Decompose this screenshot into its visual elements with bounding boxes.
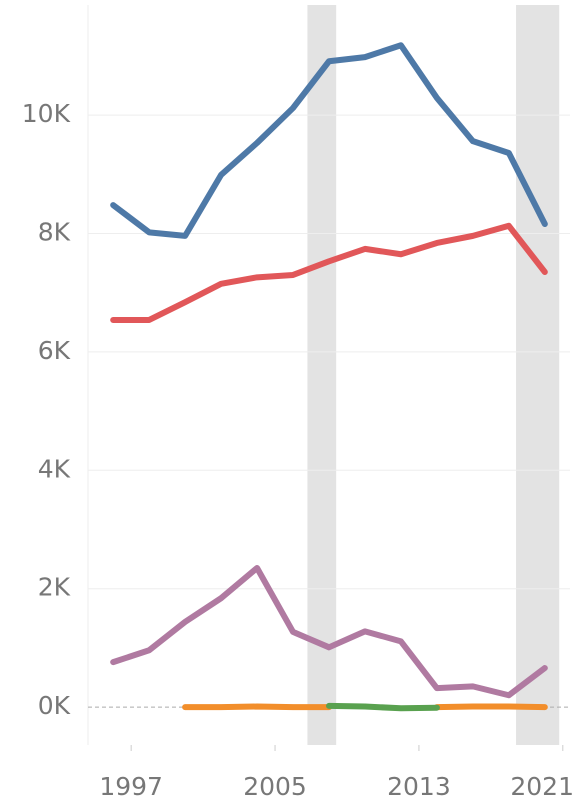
series-line	[326, 702, 440, 712]
y-tick-label: 10K	[22, 99, 71, 128]
x-tick-label: 2013	[387, 772, 451, 801]
x-tick-label: 2005	[243, 772, 307, 801]
series-line	[110, 222, 548, 323]
series-line	[110, 42, 548, 239]
y-tick-label: 2K	[38, 573, 71, 602]
y-tick-label: 6K	[38, 336, 71, 365]
y-tick-label: 0K	[38, 691, 71, 720]
series-line	[182, 703, 548, 711]
x-tick-label: 1997	[99, 772, 163, 801]
y-tick-label: 4K	[38, 454, 71, 483]
y-tick-label: 8K	[38, 218, 71, 247]
x-tick-label: 2021	[510, 772, 574, 801]
shaded-band	[516, 5, 560, 745]
shaded-band	[307, 5, 337, 745]
series-line	[110, 564, 548, 699]
